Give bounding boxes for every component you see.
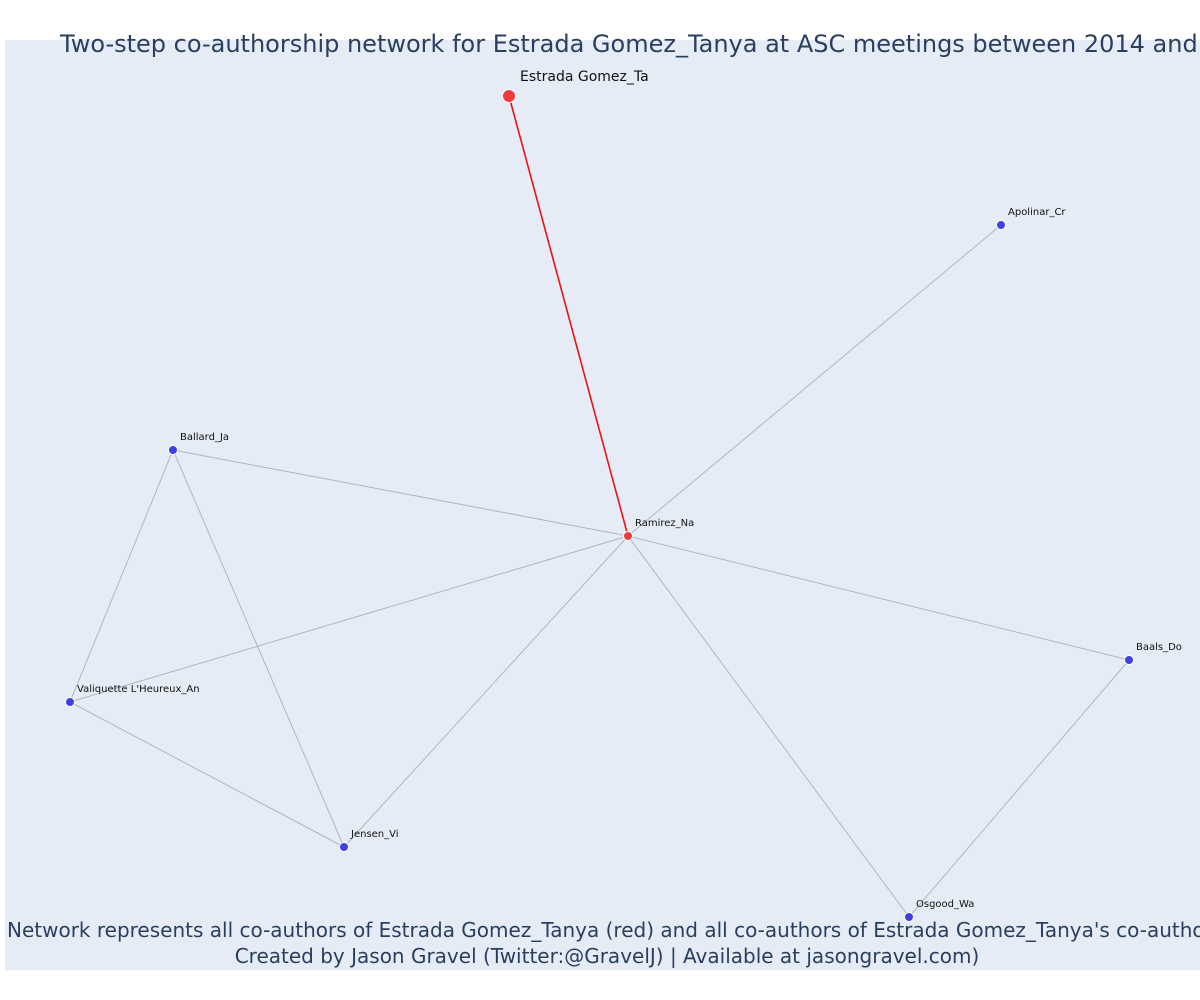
node-ramirez[interactable] bbox=[623, 531, 633, 541]
node-jensen[interactable] bbox=[339, 842, 349, 852]
edge-ballard-valiquette bbox=[69, 449, 174, 703]
nodes-layer: Estrada Gomez_Ta Ramirez_Na Apolinar_Cr Bal… bbox=[65, 69, 1182, 922]
edge-estrada-ramirez bbox=[508, 95, 629, 537]
edge-valiquette-jensen bbox=[69, 701, 345, 848]
edge-ballard-jensen bbox=[172, 449, 345, 848]
edge-baals-osgood bbox=[908, 659, 1130, 918]
node-label-valiquette: Valiquette L'Heureux_An bbox=[77, 684, 200, 695]
node-label-jensen: Jensen_Vi bbox=[350, 829, 399, 840]
node-osgood[interactable] bbox=[904, 912, 914, 922]
node-label-baals: Baals_Do bbox=[1136, 642, 1182, 653]
node-ballard[interactable] bbox=[168, 445, 178, 455]
node-label-estrada: Estrada Gomez_Ta bbox=[520, 69, 649, 85]
node-label-osgood: Osgood_Wa bbox=[916, 899, 974, 910]
plot-area bbox=[5, 40, 1200, 970]
edge-ramirez-valiquette bbox=[69, 535, 629, 703]
edge-ramirez-baals bbox=[627, 535, 1130, 661]
node-estrada[interactable] bbox=[502, 89, 516, 103]
edge-ramirez-jensen bbox=[343, 535, 629, 848]
node-baals[interactable] bbox=[1124, 655, 1134, 665]
edge-ramirez-ballard bbox=[172, 449, 629, 537]
node-apolinar[interactable] bbox=[996, 220, 1006, 230]
chart-title: Two-step co-authorship network for Estra… bbox=[60, 30, 1200, 58]
node-valiquette[interactable] bbox=[65, 697, 75, 707]
caption-line-2: Created by Jason Gravel (Twitter:@Gravel… bbox=[234, 944, 980, 968]
caption-line-1: Network represents all co-authors of Est… bbox=[7, 918, 1200, 942]
edges-layer bbox=[69, 95, 1130, 918]
node-label-apolinar: Apolinar_Cr bbox=[1008, 207, 1066, 218]
edge-ramirez-apolinar bbox=[627, 224, 1002, 537]
edge-ramirez-osgood bbox=[627, 535, 910, 918]
node-label-ballard: Ballard_Ja bbox=[180, 432, 229, 443]
node-label-ramirez: Ramirez_Na bbox=[635, 518, 694, 529]
